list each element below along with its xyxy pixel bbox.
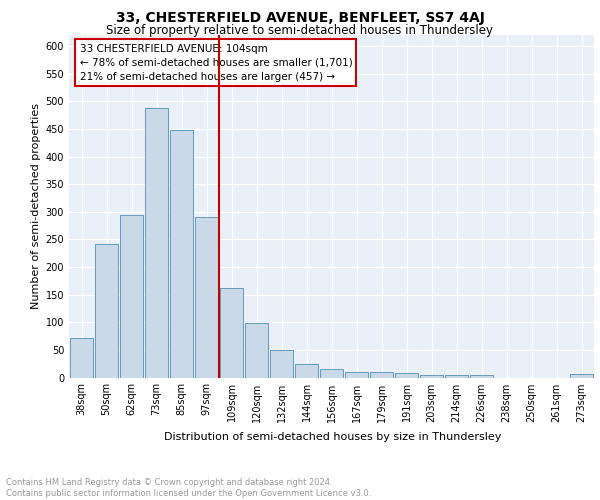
Y-axis label: Number of semi-detached properties: Number of semi-detached properties bbox=[31, 104, 41, 309]
Bar bbox=[145, 108, 168, 378]
Bar bbox=[470, 374, 493, 378]
Text: 33 CHESTERFIELD AVENUE: 104sqm
← 78% of semi-detached houses are smaller (1,701): 33 CHESTERFIELD AVENUE: 104sqm ← 78% of … bbox=[79, 44, 352, 82]
Text: Distribution of semi-detached houses by size in Thundersley: Distribution of semi-detached houses by … bbox=[164, 432, 502, 442]
Bar bbox=[195, 218, 218, 378]
Bar bbox=[295, 364, 318, 378]
Bar bbox=[270, 350, 293, 378]
Bar bbox=[420, 374, 443, 378]
Bar bbox=[220, 288, 243, 378]
Bar bbox=[245, 324, 268, 378]
Bar bbox=[445, 374, 468, 378]
Bar bbox=[320, 368, 343, 378]
Bar bbox=[70, 338, 93, 378]
Bar bbox=[570, 374, 593, 378]
Bar bbox=[95, 244, 118, 378]
Bar bbox=[395, 373, 418, 378]
Text: 33, CHESTERFIELD AVENUE, BENFLEET, SS7 4AJ: 33, CHESTERFIELD AVENUE, BENFLEET, SS7 4… bbox=[116, 11, 484, 25]
Text: Size of property relative to semi-detached houses in Thundersley: Size of property relative to semi-detach… bbox=[107, 24, 493, 37]
Bar bbox=[170, 130, 193, 378]
Text: Contains HM Land Registry data © Crown copyright and database right 2024.
Contai: Contains HM Land Registry data © Crown c… bbox=[6, 478, 371, 498]
Bar bbox=[370, 372, 393, 378]
Bar bbox=[120, 214, 143, 378]
Bar bbox=[345, 372, 368, 378]
